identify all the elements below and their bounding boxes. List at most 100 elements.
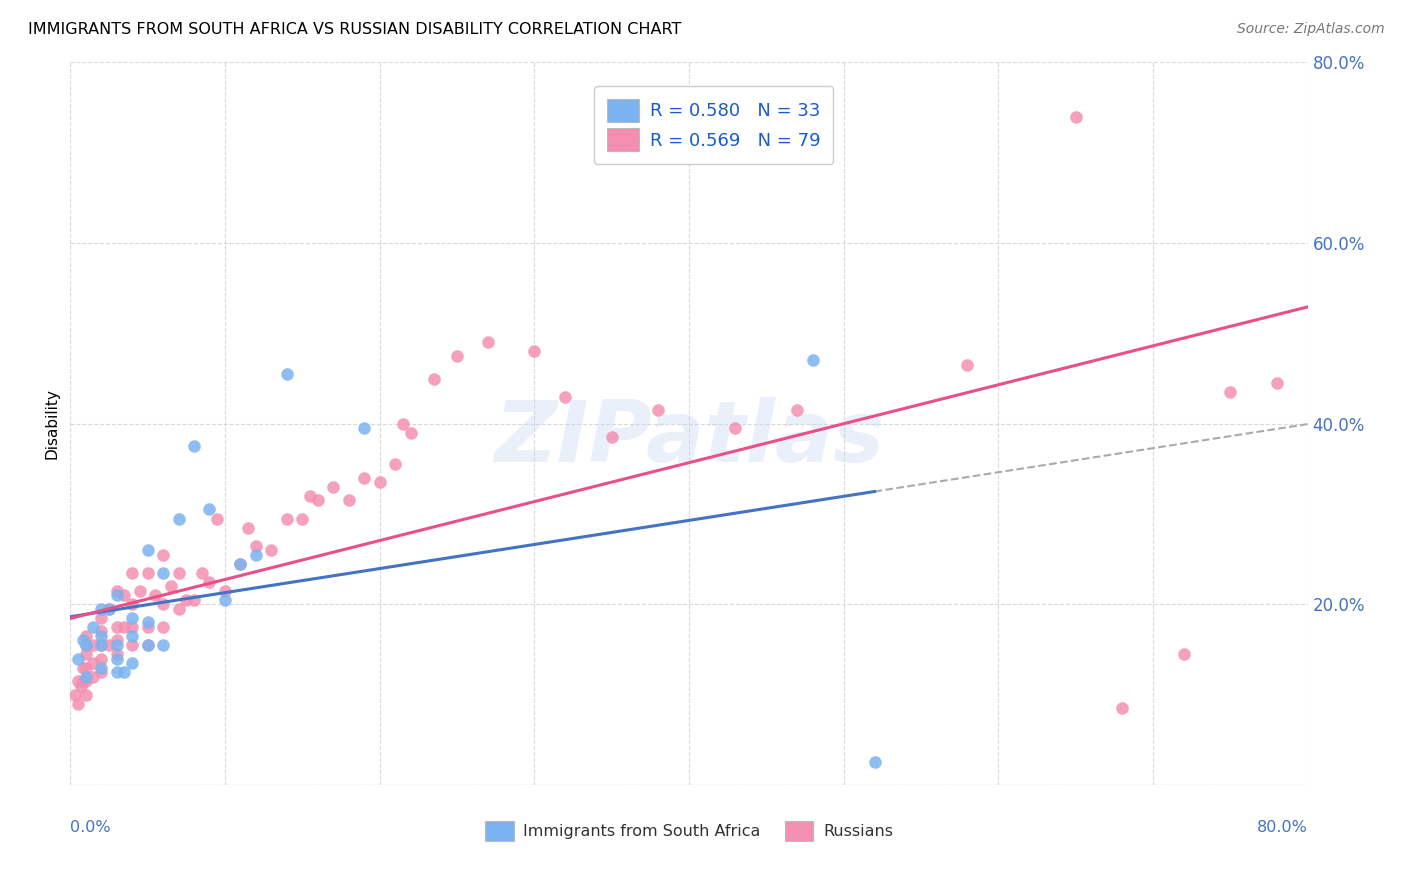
- Point: [167, 511, 190, 525]
- Point: [90, 602, 112, 616]
- Point: [245, 548, 267, 562]
- Point: [90, 638, 112, 652]
- Text: ZIPatlas: ZIPatlas: [494, 397, 884, 480]
- Point: [238, 520, 260, 534]
- Point: [90, 651, 112, 665]
- Point: [121, 620, 143, 634]
- Point: [75, 660, 97, 674]
- Point: [152, 598, 174, 612]
- Point: [276, 367, 298, 381]
- Point: [72, 633, 94, 648]
- Point: [863, 756, 886, 770]
- Point: [183, 592, 205, 607]
- Point: [98, 638, 120, 652]
- Point: [136, 638, 159, 652]
- Point: [121, 638, 143, 652]
- Point: [72, 660, 94, 674]
- Point: [82, 638, 105, 652]
- Point: [229, 557, 252, 571]
- Point: [446, 349, 468, 363]
- Point: [114, 588, 135, 602]
- Point: [214, 583, 236, 598]
- Point: [191, 566, 214, 580]
- Point: [105, 633, 128, 648]
- Point: [105, 651, 128, 665]
- Point: [75, 647, 97, 661]
- Point: [276, 511, 298, 525]
- Point: [183, 439, 205, 453]
- Point: [136, 638, 159, 652]
- Point: [167, 602, 190, 616]
- Point: [67, 697, 90, 711]
- Point: [368, 475, 391, 490]
- Point: [136, 615, 159, 630]
- Point: [136, 620, 159, 634]
- Point: [956, 358, 979, 372]
- Point: [229, 557, 252, 571]
- Point: [105, 583, 128, 598]
- Point: [260, 543, 283, 558]
- Point: [67, 674, 90, 689]
- Point: [75, 629, 97, 643]
- Point: [384, 458, 406, 472]
- Point: [801, 353, 824, 368]
- Point: [152, 566, 174, 580]
- Point: [105, 588, 128, 602]
- Point: [392, 417, 415, 431]
- Point: [136, 543, 159, 558]
- Point: [75, 669, 97, 683]
- Point: [82, 656, 105, 670]
- Point: [121, 656, 143, 670]
- Point: [129, 583, 152, 598]
- Point: [90, 660, 112, 674]
- Point: [82, 620, 105, 634]
- Point: [75, 638, 97, 652]
- Legend: Immigrants from South Africa, Russians: Immigrants from South Africa, Russians: [477, 813, 901, 849]
- Point: [90, 638, 112, 652]
- Point: [105, 647, 128, 661]
- Point: [554, 390, 576, 404]
- Point: [1064, 110, 1087, 124]
- Text: IMMIGRANTS FROM SOUTH AFRICA VS RUSSIAN DISABILITY CORRELATION CHART: IMMIGRANTS FROM SOUTH AFRICA VS RUSSIAN …: [28, 22, 682, 37]
- Point: [647, 403, 669, 417]
- Point: [399, 425, 422, 440]
- Point: [98, 602, 120, 616]
- Point: [105, 620, 128, 634]
- Point: [152, 638, 174, 652]
- Point: [90, 629, 112, 643]
- Point: [105, 665, 128, 679]
- Point: [477, 335, 499, 350]
- Point: [291, 511, 314, 525]
- Point: [90, 665, 112, 679]
- Text: 80.0%: 80.0%: [1257, 820, 1308, 835]
- Point: [214, 592, 236, 607]
- Point: [98, 602, 120, 616]
- Text: Source: ZipAtlas.com: Source: ZipAtlas.com: [1237, 22, 1385, 37]
- Point: [70, 679, 93, 693]
- Point: [523, 344, 546, 359]
- Point: [90, 611, 112, 625]
- Point: [174, 592, 197, 607]
- Point: [1219, 385, 1241, 400]
- Point: [353, 421, 375, 435]
- Point: [82, 669, 105, 683]
- Point: [75, 638, 97, 652]
- Point: [121, 611, 143, 625]
- Point: [600, 430, 623, 444]
- Point: [423, 371, 446, 385]
- Point: [245, 539, 267, 553]
- Point: [75, 688, 97, 702]
- Point: [105, 638, 128, 652]
- Point: [114, 665, 135, 679]
- Point: [152, 620, 174, 634]
- Text: 0.0%: 0.0%: [70, 820, 111, 835]
- Point: [136, 566, 159, 580]
- Point: [121, 566, 143, 580]
- Point: [90, 624, 112, 639]
- Point: [1265, 376, 1288, 390]
- Point: [167, 566, 190, 580]
- Point: [337, 493, 360, 508]
- Point: [198, 574, 221, 589]
- Point: [114, 620, 135, 634]
- Point: [121, 629, 143, 643]
